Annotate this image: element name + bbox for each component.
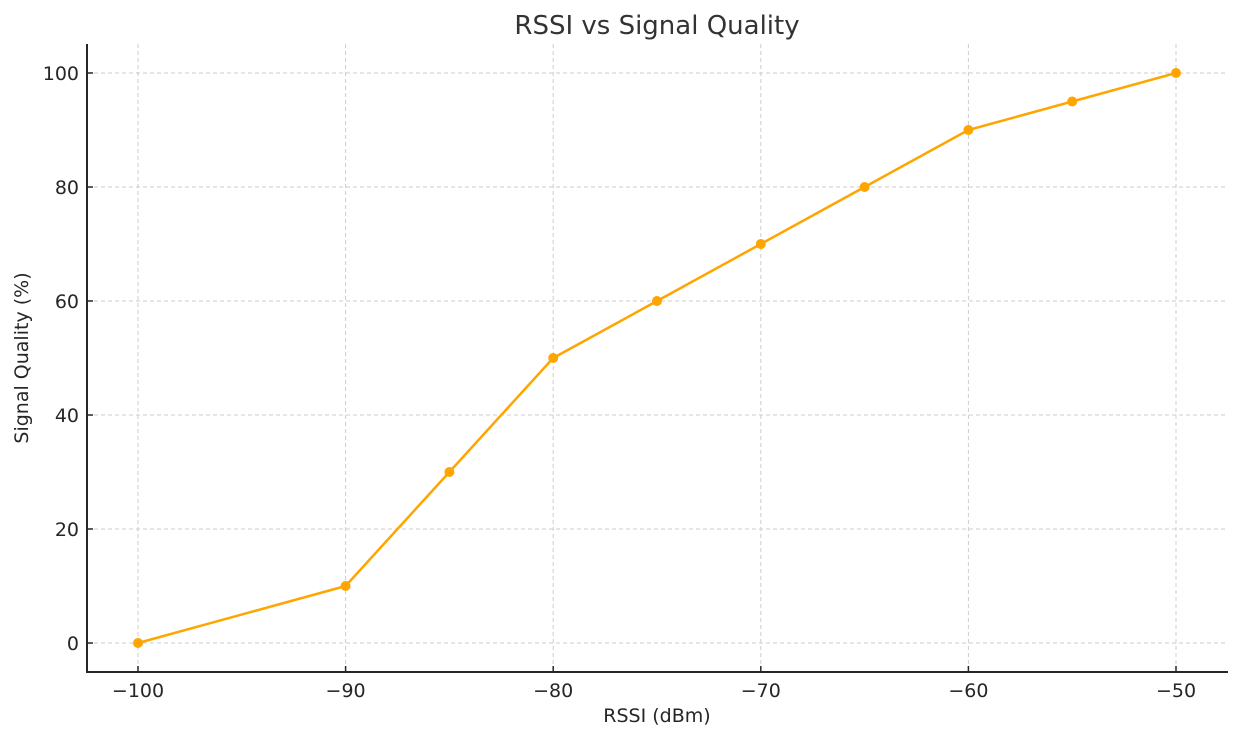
chart-title: RSSI vs Signal Quality xyxy=(514,11,799,41)
data-point-marker xyxy=(963,125,974,135)
data-point-marker xyxy=(1171,68,1181,78)
data-point-marker xyxy=(548,353,559,363)
x-tick-label: −70 xyxy=(741,680,781,702)
y-tick-label: 40 xyxy=(55,405,79,427)
data-point-marker xyxy=(859,182,870,192)
x-tick-label: −60 xyxy=(948,680,988,702)
x-axis-label: RSSI (dBm) xyxy=(603,705,710,727)
y-tick-label: 20 xyxy=(55,519,79,541)
data-point-marker xyxy=(340,581,351,591)
x-tick-label: −100 xyxy=(112,680,164,702)
data-point-marker xyxy=(652,296,662,306)
data-point-marker xyxy=(444,467,455,477)
x-axis-ticks: −100 −90 −80 −70 −60 −50 xyxy=(112,666,1196,702)
data-series xyxy=(133,68,1181,648)
data-point-marker xyxy=(755,239,766,249)
y-axis-label: Signal Quality (%) xyxy=(11,272,33,443)
data-point-marker xyxy=(1067,96,1078,107)
y-tick-label: 60 xyxy=(55,291,79,313)
series-line xyxy=(137,71,1177,645)
y-tick-label: 100 xyxy=(43,63,79,85)
x-tick-label: −90 xyxy=(326,680,366,702)
data-point-marker xyxy=(133,638,143,648)
y-tick-label: 80 xyxy=(55,177,79,199)
x-tick-label: −50 xyxy=(1156,680,1196,702)
y-axis-ticks: 0 20 40 60 80 100 xyxy=(43,63,93,655)
axes-spines xyxy=(86,44,1228,673)
x-tick-label: −80 xyxy=(533,680,573,702)
y-tick-label: 0 xyxy=(67,633,79,655)
grid-lines xyxy=(87,44,1228,672)
